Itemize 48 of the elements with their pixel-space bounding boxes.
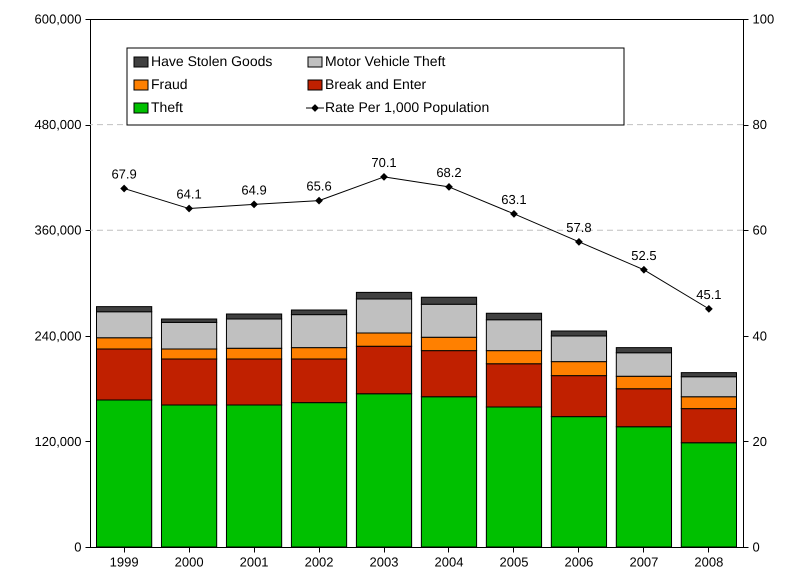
y2-tick-label: 20 — [752, 434, 767, 449]
legend-label: Have Stolen Goods — [151, 53, 272, 69]
x-tick-label: 2000 — [174, 554, 204, 570]
point — [445, 183, 453, 191]
y2-tick-label: 60 — [752, 222, 767, 238]
point — [510, 210, 518, 218]
y-tick-label: 0 — [74, 540, 82, 554]
x-tick-label: 1999 — [110, 554, 139, 570]
data-label: 64.1 — [176, 186, 202, 202]
legend-label: Theft — [151, 99, 184, 115]
data-label: 63.1 — [501, 192, 527, 207]
x-tick-label: 2001 — [240, 554, 269, 570]
y-tick-label: 120,000 — [34, 434, 82, 449]
data-label: 67.9 — [111, 166, 137, 182]
x-tick-label: 2005 — [500, 554, 528, 570]
data-label: 64.9 — [241, 182, 267, 198]
point — [120, 184, 128, 192]
data-label: 70.1 — [371, 154, 397, 170]
data-label: 52.5 — [631, 248, 657, 263]
y2-tick-label: 40 — [752, 328, 767, 344]
x-tick-label: 2004 — [434, 554, 464, 570]
y-tick-label: 480,000 — [34, 117, 82, 132]
data-label: 57.8 — [566, 220, 592, 235]
legend-label: Fraud — [151, 76, 188, 92]
y-tick-label: 360,000 — [34, 222, 82, 238]
data-label: 68.2 — [436, 164, 462, 180]
x-tick-label: 2007 — [629, 554, 658, 570]
legend-label: Rate Per 1,000 Population — [325, 99, 490, 115]
data-label: 45.1 — [696, 286, 722, 302]
x-tick-label: 2006 — [564, 554, 594, 570]
x-tick-label: 2003 — [370, 554, 398, 570]
legend-label: Motor Vehicle Theft — [325, 53, 446, 69]
point — [575, 238, 583, 246]
y2-tick-label: 100 — [752, 12, 774, 26]
y-tick-label: 600,000 — [34, 12, 82, 26]
data-label: 65.6 — [306, 178, 332, 194]
y2-tick-label: 0 — [752, 540, 760, 554]
legend-label: Break and Enter — [325, 76, 427, 92]
y-tick-label: 240,000 — [34, 328, 82, 344]
point — [315, 196, 323, 205]
point — [705, 305, 713, 313]
point — [380, 173, 388, 181]
point — [640, 266, 648, 274]
x-tick-label: 2002 — [304, 554, 334, 570]
point — [185, 204, 193, 212]
y2-tick-label: 80 — [752, 117, 767, 132]
point — [250, 200, 258, 208]
x-tick-label: 2008 — [694, 554, 724, 570]
